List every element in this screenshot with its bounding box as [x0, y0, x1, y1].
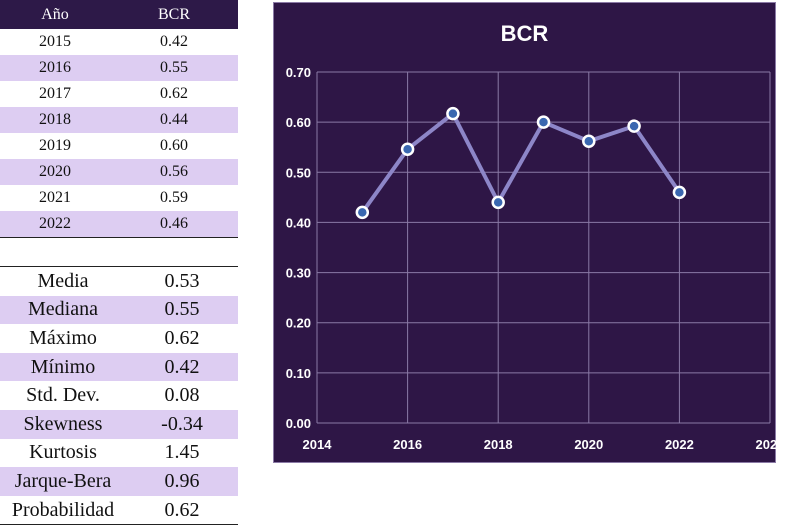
year-cell: 2022 [0, 211, 110, 238]
table-row: 2017 0.62 [0, 81, 238, 107]
table-row: Mínimo 0.42 [0, 352, 238, 382]
data-point [400, 142, 415, 156]
stat-value-cell: -0.34 [126, 409, 238, 439]
year-header: Año [0, 0, 110, 29]
stat-value-cell: 0.08 [164, 384, 200, 407]
table-row: 2021 0.59 [0, 185, 238, 211]
bcr-cell: 0.44 [110, 107, 238, 133]
statistics-table: Media 0.53 Mediana 0.55 Máximo 0.62 Mínimo 0.42… [0, 266, 238, 525]
data-point [355, 205, 370, 220]
bcr-cell: 0.62 [160, 85, 188, 102]
stat-value-cell: 1.45 [164, 441, 200, 464]
stat-label-cell: Std. Dev. [26, 384, 100, 407]
table-row: 2020 0.56 [0, 159, 238, 185]
year-cell: 2019 [39, 137, 71, 154]
stat-value-cell: 0.62 [164, 326, 200, 349]
year-bcr-table: Año BCR 2015 0.42 2016 0.55 2017 0.62 2018 0.44… [0, 0, 238, 238]
bcr-cell: 0.59 [160, 189, 188, 206]
year-cell: 2017 [39, 85, 71, 102]
bcr-cell: 0.42 [160, 33, 188, 50]
y-tick-label: 0.20 [286, 316, 311, 331]
stat-label-cell: Máximo [29, 326, 97, 349]
y-tick-label: 0.40 [286, 215, 311, 230]
year-cell: 2015 [39, 33, 71, 50]
bcr-line-chart: BCR 0.00 0.10 0.20 0.30 0.40 0.50 0.60 0.70 2014… [273, 2, 777, 463]
stat-value-cell: 0.96 [126, 467, 238, 496]
y-tick-label: 0.50 [286, 165, 311, 180]
x-tick-label: 2022 [665, 437, 694, 452]
chart-svg: 0.00 0.10 0.20 0.30 0.40 0.50 0.60 0.70 2014 2016… [286, 65, 777, 452]
data-point [536, 115, 551, 129]
data-point [446, 106, 460, 121]
table-row: 2022 0.46 [0, 211, 238, 238]
year-cell: 2021 [39, 189, 71, 206]
bcr-header: BCR [110, 0, 238, 29]
stat-value-cell: 0.53 [164, 269, 200, 292]
stat-label-cell: Probabilidad [0, 495, 126, 525]
data-point [627, 119, 641, 133]
series-line [360, 111, 682, 214]
table-row: Media 0.53 [0, 267, 238, 296]
table-row: 2016 0.55 [0, 55, 238, 81]
x-tick-label: 2018 [484, 437, 513, 452]
bcr-cell: 0.55 [110, 55, 238, 81]
year-cell: 2020 [0, 159, 110, 185]
stat-label-cell: Jarque-Bera [0, 467, 126, 496]
stat-value-cell: 0.42 [126, 352, 238, 382]
stat-label-cell: Mediana [0, 295, 126, 325]
year-cell: 2016 [0, 55, 110, 81]
bcr-cell: 0.56 [110, 159, 238, 185]
data-point [491, 195, 505, 210]
x-tick-label: 2024 [756, 437, 777, 452]
bcr-cell: 0.60 [160, 137, 188, 154]
stat-label-cell: Mínimo [0, 352, 126, 382]
stat-label-cell: Skewness [0, 409, 126, 439]
year-table-header-row: Año BCR [0, 0, 238, 29]
chart-title: BCR [500, 21, 549, 46]
table-row: 2018 0.44 [0, 107, 238, 133]
x-tick-label: 2016 [393, 437, 422, 452]
table-row: Kurtosis 1.45 [0, 439, 238, 468]
year-cell: 2018 [0, 107, 110, 133]
table-row: Mediana 0.55 [0, 295, 238, 325]
table-row: Jarque-Bera 0.96 [0, 467, 238, 496]
stat-value-cell: 0.62 [126, 495, 238, 525]
stat-label-cell: Kurtosis [29, 441, 97, 464]
data-point [582, 134, 596, 148]
y-tick-label: 0.10 [286, 366, 311, 381]
stat-value-cell: 0.55 [126, 295, 238, 325]
stat-label-cell: Media [37, 269, 89, 292]
table-row: Skewness -0.34 [0, 409, 238, 439]
y-tick-label: 0.00 [286, 416, 311, 431]
y-tick-label: 0.60 [286, 115, 311, 130]
x-tick-label: 2020 [574, 437, 603, 452]
table-row: 2019 0.60 [0, 133, 238, 159]
y-tick-label: 0.30 [286, 266, 311, 281]
table-row: 2015 0.42 [0, 29, 238, 55]
x-tick-label: 2014 [303, 437, 333, 452]
y-tick-label: 0.70 [286, 65, 311, 80]
table-row: Std. Dev. 0.08 [0, 381, 238, 410]
table-row: Probabilidad 0.62 [0, 495, 238, 525]
data-point [672, 185, 687, 200]
table-row: Máximo 0.62 [0, 324, 238, 353]
bcr-cell: 0.46 [110, 211, 238, 238]
